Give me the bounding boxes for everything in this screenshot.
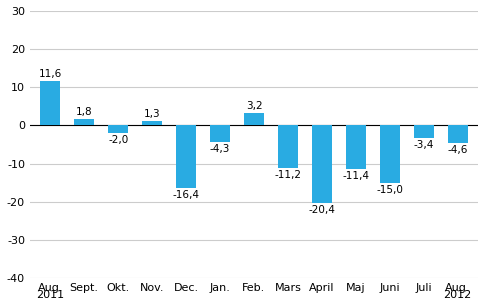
Bar (108, 125, 128, 133)
Text: 1,8: 1,8 (76, 107, 92, 117)
Text: -2,0: -2,0 (108, 135, 128, 145)
Text: -11,4: -11,4 (342, 171, 369, 181)
Text: 1,3: 1,3 (144, 109, 160, 118)
Text: -11,2: -11,2 (274, 170, 301, 180)
Text: -16,4: -16,4 (172, 190, 199, 200)
Bar (210, 125, 230, 142)
Bar (142, 121, 162, 125)
Text: -4,3: -4,3 (210, 144, 230, 154)
Bar (176, 125, 196, 188)
Bar (74, 118, 94, 125)
Text: -4,6: -4,6 (447, 145, 467, 155)
Bar (40, 81, 60, 125)
Bar (447, 125, 467, 143)
Bar (311, 125, 332, 203)
Text: 11,6: 11,6 (39, 69, 62, 79)
Text: 3,2: 3,2 (245, 101, 262, 111)
Text: 2012: 2012 (443, 290, 471, 300)
Bar (243, 113, 264, 125)
Text: 2011: 2011 (36, 290, 64, 300)
Text: -15,0: -15,0 (376, 185, 402, 195)
Bar (379, 125, 399, 183)
Bar (413, 125, 433, 139)
Bar (277, 125, 298, 168)
Text: -20,4: -20,4 (308, 205, 334, 215)
Text: -3,4: -3,4 (413, 140, 433, 150)
Bar (345, 125, 365, 169)
